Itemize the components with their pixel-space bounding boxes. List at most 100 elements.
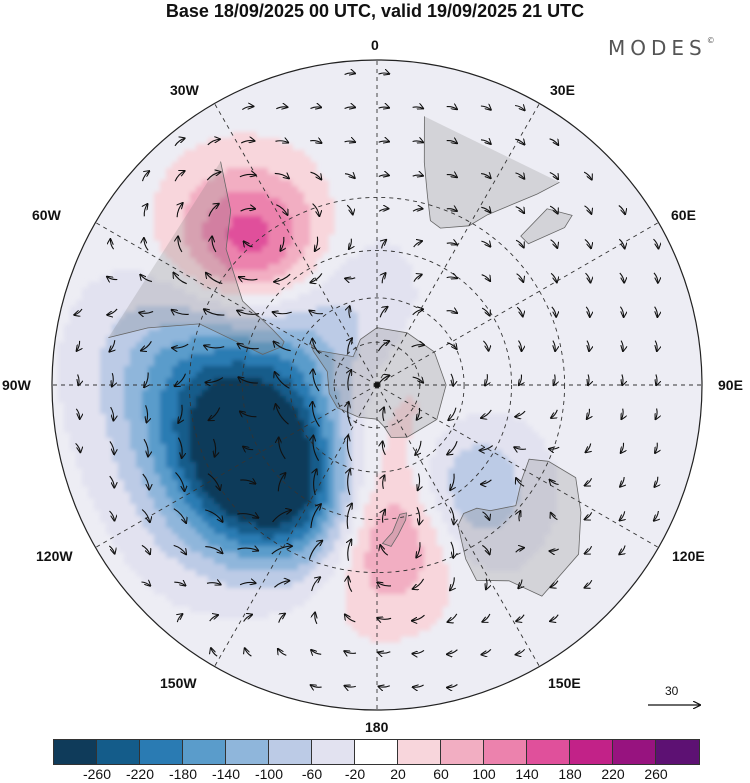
anomaly-cell bbox=[214, 558, 221, 565]
wind-vector bbox=[653, 238, 659, 249]
anomaly-cell bbox=[82, 288, 89, 295]
anomaly-cell bbox=[142, 318, 149, 325]
anomaly-cell bbox=[160, 420, 167, 427]
anomaly-cell bbox=[220, 276, 227, 283]
anomaly-cell bbox=[430, 468, 437, 475]
anomaly-cell bbox=[286, 450, 293, 457]
anomaly-cell bbox=[382, 354, 389, 361]
anomaly-cell bbox=[310, 174, 317, 181]
anomaly-cell bbox=[316, 240, 323, 247]
anomaly-cell bbox=[112, 348, 119, 355]
anomaly-cell bbox=[370, 522, 377, 529]
anomaly-cell bbox=[232, 240, 239, 247]
anomaly-cell bbox=[352, 462, 359, 469]
anomaly-cell bbox=[274, 450, 281, 457]
anomaly-cell bbox=[526, 528, 533, 535]
anomaly-cell bbox=[322, 210, 329, 217]
anomaly-cell bbox=[304, 396, 311, 403]
anomaly-cell bbox=[328, 570, 335, 577]
anomaly-cell bbox=[172, 354, 179, 361]
anomaly-cell bbox=[448, 432, 455, 439]
anomaly-cell bbox=[322, 186, 329, 193]
anomaly-cell bbox=[376, 360, 383, 367]
anomaly-cell bbox=[220, 162, 227, 169]
anomaly-cell bbox=[148, 318, 155, 325]
anomaly-cell bbox=[328, 390, 335, 397]
wind-vector bbox=[315, 612, 317, 625]
anomaly-cell bbox=[388, 306, 395, 313]
anomaly-cell bbox=[304, 510, 311, 517]
anomaly-cell bbox=[82, 366, 89, 373]
anomaly-cell bbox=[268, 450, 275, 457]
anomaly-cell bbox=[238, 372, 245, 379]
anomaly-cell bbox=[130, 540, 137, 547]
anomaly-cell bbox=[226, 582, 233, 589]
anomaly-cell bbox=[196, 456, 203, 463]
anomaly-cell bbox=[256, 270, 263, 277]
anomaly-cell bbox=[184, 540, 191, 547]
anomaly-cell bbox=[136, 438, 143, 445]
wind-vector bbox=[620, 477, 624, 487]
anomaly-cell bbox=[340, 414, 347, 421]
anomaly-cell bbox=[502, 522, 509, 529]
anomaly-cell bbox=[208, 402, 215, 409]
anomaly-cell bbox=[166, 408, 173, 415]
anomaly-cell bbox=[418, 582, 425, 589]
anomaly-cell bbox=[274, 288, 281, 295]
anomaly-cell bbox=[262, 252, 269, 259]
anomaly-cell bbox=[136, 384, 143, 391]
anomaly-cell bbox=[196, 300, 203, 307]
anomaly-cell bbox=[220, 252, 227, 259]
anomaly-cell bbox=[160, 576, 167, 583]
anomaly-cell bbox=[166, 504, 173, 511]
anomaly-cell bbox=[412, 504, 419, 511]
anomaly-cell bbox=[304, 384, 311, 391]
anomaly-cell bbox=[268, 582, 275, 589]
anomaly-cell bbox=[130, 564, 137, 571]
anomaly-cell bbox=[316, 402, 323, 409]
anomaly-cell bbox=[100, 378, 107, 385]
anomaly-cell bbox=[292, 348, 299, 355]
anomaly-cell bbox=[304, 582, 311, 589]
anomaly-cell bbox=[178, 564, 185, 571]
anomaly-cell bbox=[178, 156, 185, 163]
anomaly-cell bbox=[256, 354, 263, 361]
anomaly-cell bbox=[202, 174, 209, 181]
anomaly-cell bbox=[298, 444, 305, 451]
anomaly-cell bbox=[148, 372, 155, 379]
anomaly-cell bbox=[472, 420, 479, 427]
wind-vector bbox=[78, 374, 79, 386]
wind-vector bbox=[553, 374, 555, 386]
anomaly-cell bbox=[250, 504, 257, 511]
anomaly-cell bbox=[352, 420, 359, 427]
anomaly-cell bbox=[304, 492, 311, 499]
anomaly-cell bbox=[106, 336, 113, 343]
anomaly-cell bbox=[202, 330, 209, 337]
anomaly-cell bbox=[370, 294, 377, 301]
anomaly-cell bbox=[202, 210, 209, 217]
anomaly-cell bbox=[124, 516, 131, 523]
wind-vector bbox=[241, 106, 253, 111]
anomaly-cell bbox=[154, 318, 161, 325]
anomaly-cell bbox=[70, 324, 77, 331]
anomaly-cell bbox=[376, 576, 383, 583]
anomaly-cell bbox=[124, 366, 131, 373]
anomaly-cell bbox=[484, 456, 491, 463]
anomaly-cell bbox=[100, 468, 107, 475]
anomaly-cell bbox=[322, 228, 329, 235]
anomaly-cell bbox=[268, 138, 275, 145]
anomaly-cell bbox=[442, 462, 449, 469]
anomaly-cell bbox=[112, 330, 119, 337]
wind-vector bbox=[413, 274, 422, 282]
anomaly-cell bbox=[226, 144, 233, 151]
anomaly-cell bbox=[178, 450, 185, 457]
anomaly-cell bbox=[178, 324, 185, 331]
anomaly-cell bbox=[316, 396, 323, 403]
anomaly-cell bbox=[370, 312, 377, 319]
anomaly-cell bbox=[472, 456, 479, 463]
anomaly-cell bbox=[304, 234, 311, 241]
anomaly-cell bbox=[136, 282, 143, 289]
anomaly-cell bbox=[466, 438, 473, 445]
anomaly-cell bbox=[340, 444, 347, 451]
anomaly-cell bbox=[208, 324, 215, 331]
